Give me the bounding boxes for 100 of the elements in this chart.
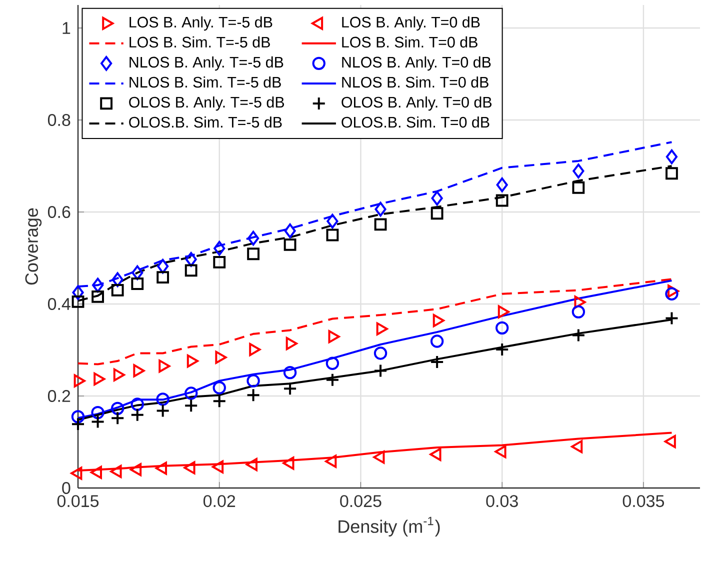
y-tick-label: 0	[62, 482, 70, 494]
point	[495, 321, 509, 335]
x-axis-title: Density (m$^{-1}$)	[338, 516, 440, 536]
point	[110, 411, 125, 426]
point	[113, 368, 125, 382]
point	[431, 190, 443, 206]
point	[156, 392, 170, 406]
x-tick-label: 0.03	[486, 495, 518, 508]
point	[157, 258, 169, 274]
legend-label: NLOS B. Anly. T=-5 dB	[130, 56, 284, 71]
point	[92, 290, 104, 303]
point	[326, 214, 338, 229]
point	[214, 240, 226, 256]
x-tick-label: 0.02	[203, 495, 236, 508]
point	[665, 287, 678, 300]
y-tick-label: 0.2	[48, 390, 70, 402]
point	[90, 414, 105, 429]
point	[185, 252, 197, 267]
point	[212, 394, 226, 408]
legend-label: NLOS B. Anly. T=0 dB	[342, 56, 491, 71]
point	[496, 194, 508, 207]
point	[666, 149, 678, 164]
point	[212, 381, 226, 394]
point	[72, 285, 84, 300]
point	[376, 322, 388, 336]
point	[247, 248, 260, 260]
point	[247, 230, 260, 246]
point	[432, 314, 444, 328]
legend-label: OLOS B. Anly. T=0 dB	[342, 96, 492, 111]
point	[498, 305, 510, 318]
y-tick-label: 0.8	[48, 114, 70, 126]
point	[156, 404, 170, 418]
point	[284, 238, 296, 251]
point	[71, 410, 85, 424]
point	[430, 334, 444, 348]
point	[430, 354, 444, 369]
point	[572, 164, 584, 178]
point	[131, 278, 144, 290]
point	[133, 364, 145, 378]
point	[328, 330, 340, 344]
legend-label: NLOS B. Sim. T=-5 dB	[130, 76, 281, 88]
point	[666, 167, 678, 180]
point	[184, 398, 198, 413]
point	[374, 346, 388, 360]
point	[326, 356, 340, 370]
y-tick-label: 0.4	[48, 298, 70, 310]
point	[286, 337, 298, 350]
legend-label: LOS B. Sim. T=-5 dB	[130, 36, 270, 48]
legend-label: OLOS.B. Sim. T=0 dB	[342, 116, 490, 128]
point	[374, 202, 386, 217]
point	[130, 408, 144, 422]
point	[283, 382, 298, 396]
point	[283, 366, 297, 380]
legend-label: NLOS B. Sim. T=0 dB	[342, 76, 488, 88]
point	[215, 350, 227, 364]
point	[111, 284, 124, 296]
legend-label: LOS B. Anly. T=0 dB	[342, 16, 480, 31]
point	[572, 181, 585, 194]
point	[130, 398, 144, 411]
point	[132, 265, 144, 280]
point	[156, 271, 170, 284]
point	[92, 278, 104, 293]
point	[246, 374, 260, 388]
point	[249, 343, 261, 356]
legend-label: LOS B. Sim. T=0 dB	[342, 36, 478, 48]
point	[91, 406, 104, 420]
point	[158, 360, 170, 373]
point	[496, 177, 508, 192]
point	[72, 296, 84, 308]
y-axis-title: Coverage	[25, 208, 42, 285]
point	[213, 256, 226, 268]
legend-label: LOS B. Anly. T=-5 dB	[130, 16, 272, 31]
point	[184, 264, 198, 277]
y-tick-label: 1	[62, 22, 70, 34]
legend-label: OLOS.B. Sim. T=-5 dB	[129, 116, 282, 128]
legend-label: OLOS B. Anly. T=-5 dB	[129, 96, 284, 111]
x-tick-label: 0.015	[57, 495, 99, 508]
point	[374, 218, 387, 231]
point	[246, 388, 260, 402]
point	[284, 223, 296, 238]
point	[574, 296, 586, 309]
x-tick-label: 0.025	[340, 495, 382, 508]
point	[326, 228, 339, 242]
point	[112, 272, 124, 288]
point	[664, 311, 679, 326]
x-tick-label: 0.035	[622, 495, 664, 508]
point	[186, 354, 198, 368]
point	[110, 402, 124, 416]
point	[572, 305, 586, 318]
point	[74, 374, 86, 388]
point	[184, 386, 198, 400]
point	[495, 342, 510, 357]
point	[71, 417, 86, 432]
point	[571, 328, 586, 342]
point	[94, 372, 106, 386]
y-tick-label: 0.6	[48, 206, 70, 218]
point	[325, 372, 340, 387]
point	[374, 364, 388, 378]
line-series	[78, 278, 673, 366]
point	[430, 207, 444, 220]
